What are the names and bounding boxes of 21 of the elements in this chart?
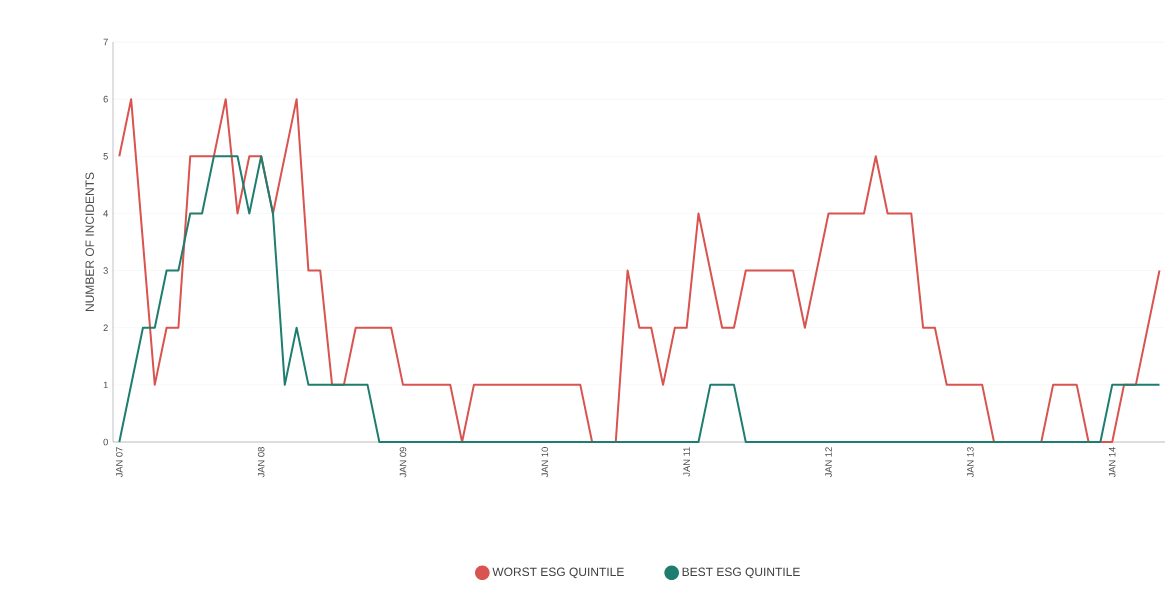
legend-label: WORST ESG QUINTILE <box>492 567 624 579</box>
line-series <box>118 98 1161 443</box>
x-tick-label: JAN 14 <box>1108 447 1116 478</box>
x-tick-label: JAN 13 <box>967 447 974 478</box>
y-tick-label: 0 <box>103 438 108 446</box>
legend-label: BEST ESG QUINTILE <box>682 567 800 579</box>
x-tick-label: JAN 10 <box>541 447 549 478</box>
y-tick-label: 4 <box>103 210 109 217</box>
x-tick-label: JAN 07 <box>116 447 123 478</box>
y-tick-label: 5 <box>103 153 108 160</box>
y-tick-label: 3 <box>103 267 108 274</box>
y-tick-label: 6 <box>103 95 108 103</box>
x-tick-label: JAN 11 <box>683 447 690 477</box>
x-tick-label: JAN 08 <box>257 447 265 478</box>
y-tick-label: 2 <box>103 324 108 331</box>
y-tick-label: 1 <box>103 381 108 389</box>
y-axis-title: NUMBER OF INCIDENTS <box>85 172 94 312</box>
x-tick-label: JAN 09 <box>399 447 407 478</box>
x-tick-label: JAN 12 <box>825 447 832 478</box>
line-series <box>118 155 1161 443</box>
y-tick-label: 7 <box>103 38 108 46</box>
